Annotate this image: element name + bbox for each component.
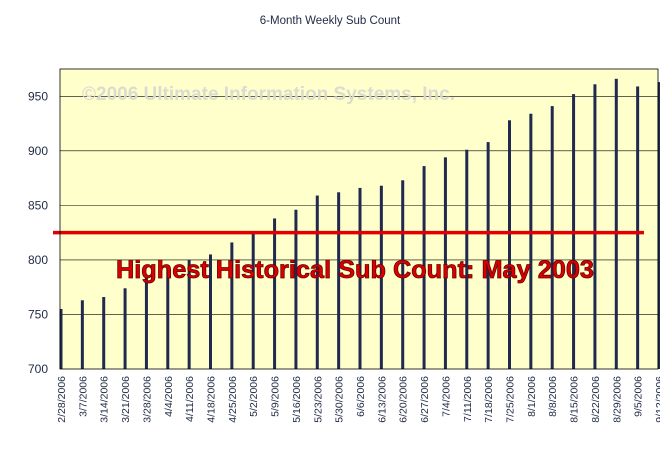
y-tick-label: 900 [28, 144, 48, 158]
x-tick-label: 6/27/2006 [419, 376, 431, 423]
x-tick-label: 8/29/2006 [611, 376, 623, 423]
chart-title: 6-Month Weekly Sub Count [260, 15, 401, 27]
bars [59, 78, 660, 370]
x-axis-ticks: 2/28/2006 3/7/2006 3/14/2006 3/21/2006 3/28/… [56, 376, 660, 423]
x-tick-label: 8/15/2006 [569, 376, 581, 423]
bar [465, 149, 469, 369]
bar [657, 82, 660, 369]
bar [230, 242, 234, 369]
x-tick-label: 9/5/2006 [633, 376, 645, 417]
bar [315, 195, 319, 369]
x-tick-label: 5/9/2006 [270, 376, 282, 417]
x-tick-label: 5/23/2006 [312, 376, 324, 423]
bar [550, 106, 554, 369]
x-tick-label: 4/11/2006 [184, 376, 196, 422]
x-tick-label: 8/1/2006 [526, 376, 538, 417]
x-tick-label: 8/22/2006 [590, 376, 602, 423]
watermark-text: ©2006 Ultimate Information Systems, Inc. [82, 84, 455, 105]
y-tick-label: 850 [28, 198, 48, 212]
bar [294, 209, 298, 369]
x-tick-label: 3/7/2006 [77, 376, 89, 417]
bar [593, 84, 597, 369]
x-tick-label: 9/12/2006 [654, 376, 660, 423]
bar [251, 232, 255, 369]
annotation-text: Highest Historical Sub Count: May 2003 [116, 256, 594, 284]
x-tick-label: 6/13/2006 [376, 376, 388, 423]
bar [508, 120, 511, 369]
x-tick-label: 3/28/2006 [141, 376, 153, 423]
bar [166, 265, 170, 369]
bar [636, 86, 640, 370]
bar [443, 157, 447, 369]
y-tick-label: 750 [28, 307, 48, 321]
bar [209, 254, 212, 369]
x-tick-label: 5/2/2006 [248, 376, 260, 417]
bar [529, 113, 533, 370]
bar [401, 180, 405, 369]
y-tick-label: 700 [28, 362, 48, 376]
x-tick-label: 7/25/2006 [505, 376, 517, 423]
x-tick-label: 3/14/2006 [99, 376, 111, 423]
x-tick-label: 6/6/2006 [355, 376, 367, 417]
plot-frame [59, 68, 659, 370]
x-tick-label: 4/18/2006 [206, 376, 218, 423]
bar [102, 297, 106, 369]
x-tick-label: 5/30/2006 [334, 376, 346, 423]
bar [144, 276, 148, 369]
y-tick-label: 800 [28, 253, 48, 267]
bar [273, 218, 277, 369]
x-tick-label: 4/4/2006 [163, 376, 175, 417]
bar [123, 288, 127, 369]
bar [422, 166, 426, 369]
x-tick-label: 8/8/2006 [547, 376, 559, 417]
bar [614, 78, 618, 370]
x-tick-label: 2/28/2006 [56, 376, 68, 423]
x-tick-label: 7/18/2006 [483, 376, 495, 423]
x-tick-label: 3/21/2006 [120, 376, 132, 423]
bar [80, 300, 84, 369]
x-tick-label: 7/4/2006 [440, 376, 452, 417]
bar [379, 185, 383, 369]
y-tick-label: 950 [28, 89, 48, 103]
bar [59, 309, 63, 369]
x-tick-label: 6/20/2006 [398, 376, 410, 423]
x-tick-label: 7/11/2006 [462, 376, 474, 422]
x-tick-label: 4/25/2006 [227, 376, 239, 423]
x-tick-label: 5/16/2006 [291, 376, 303, 423]
bar [358, 187, 362, 369]
y-axis-ticks: 700 750 800 850 900 950 [28, 89, 48, 376]
bar [337, 192, 341, 369]
bar [486, 142, 490, 369]
bar [187, 259, 191, 369]
